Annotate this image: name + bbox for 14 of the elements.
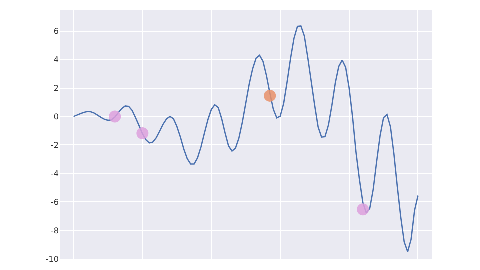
y-tick-label: 2 xyxy=(54,84,59,94)
point xyxy=(357,204,370,216)
y-tick-label: -6 xyxy=(51,198,59,207)
y-tick-label: 6 xyxy=(54,27,59,36)
point xyxy=(136,128,149,140)
y-tick-label: -4 xyxy=(51,169,59,178)
point xyxy=(264,90,276,102)
y-tick-label: -2 xyxy=(51,140,59,150)
y-tick-label: 0 xyxy=(54,112,59,122)
y-tick-label: -10 xyxy=(46,254,59,264)
y-tick-label: 4 xyxy=(54,56,59,65)
y-tick-label: -8 xyxy=(51,226,59,236)
line-series xyxy=(73,26,419,253)
point xyxy=(109,110,122,123)
